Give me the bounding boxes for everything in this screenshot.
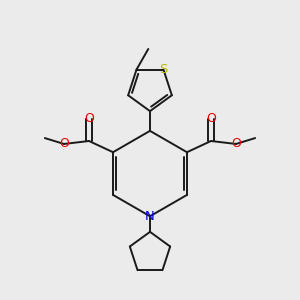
Text: O: O bbox=[59, 137, 69, 151]
Text: S: S bbox=[159, 63, 168, 76]
Text: O: O bbox=[84, 112, 94, 125]
Text: O: O bbox=[206, 112, 216, 125]
Text: O: O bbox=[231, 137, 241, 151]
Text: N: N bbox=[145, 210, 155, 223]
